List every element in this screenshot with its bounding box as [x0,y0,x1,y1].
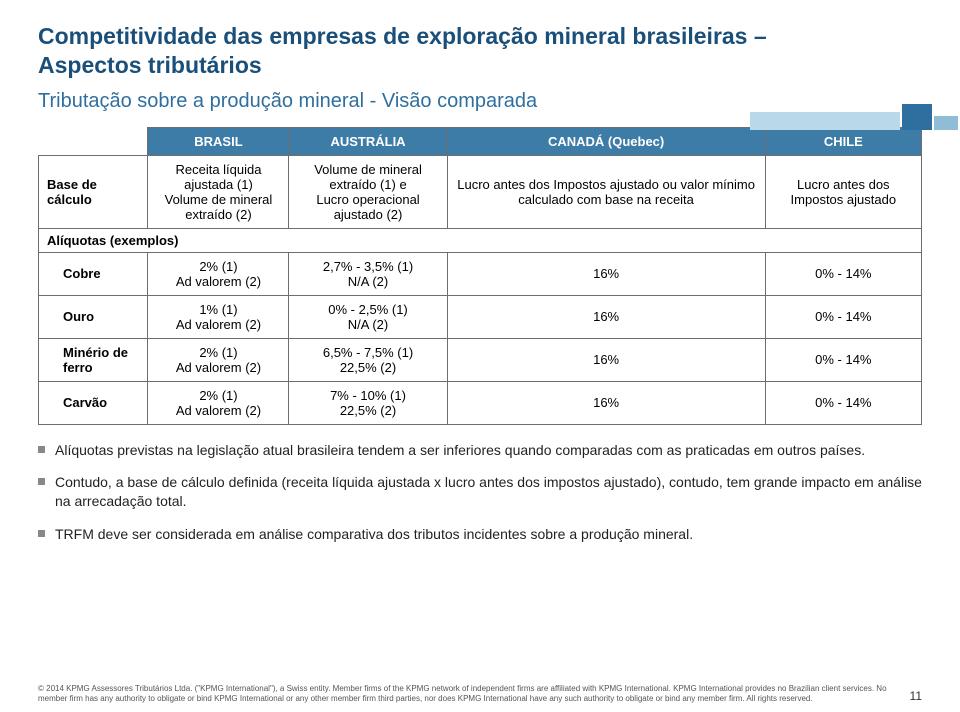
ouro-australia: 0% - 2,5% (1)N/A (2) [289,295,447,338]
title-line1: Competitividade das empresas de exploraç… [38,23,767,49]
bullet-list: Alíquotas previstas na legislação atual … [38,441,922,545]
row-carvao: Carvão 2% (1)Ad valorem (2) 7% - 10% (1)… [39,381,922,424]
disclaimer: © 2014 KPMG Assessores Tributários Ltda.… [38,684,910,704]
ouro-label: Ouro [39,295,148,338]
minerio-label: Minério de ferro [39,338,148,381]
minerio-canada: 16% [447,338,765,381]
aliquotas-label: Alíquotas (exemplos) [39,228,922,252]
row-ouro: Ouro 1% (1)Ad valorem (2) 0% - 2,5% (1)N… [39,295,922,338]
cobre-australia: 2,7% - 3,5% (1)N/A (2) [289,252,447,295]
col-chile: CHILE [765,127,921,155]
carvao-brasil: 2% (1)Ad valorem (2) [148,381,289,424]
carvao-label: Carvão [39,381,148,424]
row-cobre: Cobre 2% (1)Ad valorem (2) 2,7% - 3,5% (… [39,252,922,295]
minerio-australia: 6,5% - 7,5% (1)22,5% (2) [289,338,447,381]
base-label: Base de cálculo [39,155,148,228]
decor-bars [750,98,960,130]
bullet-1-text: Alíquotas previstas na legislação atual … [55,441,922,460]
comparison-table: BRASIL AUSTRÁLIA CANADÁ (Quebec) CHILE B… [38,127,922,425]
bullet-3-text: TRFM deve ser considerada em análise com… [55,525,922,544]
cobre-chile: 0% - 14% [765,252,921,295]
base-calculo-row: Base de cálculo Receita líquida ajustada… [39,155,922,228]
base-brasil: Receita líquida ajustada (1)Volume de mi… [148,155,289,228]
bullet-2: Contudo, a base de cálculo definida (rec… [38,473,922,511]
page-number: 11 [910,689,922,704]
title-line2: Aspectos tributários [38,52,262,78]
cobre-brasil: 2% (1)Ad valorem (2) [148,252,289,295]
col-australia: AUSTRÁLIA [289,127,447,155]
aliquotas-header-row: Alíquotas (exemplos) [39,228,922,252]
carvao-chile: 0% - 14% [765,381,921,424]
cobre-canada: 16% [447,252,765,295]
row-minerio: Minério de ferro 2% (1)Ad valorem (2) 6,… [39,338,922,381]
col-brasil: BRASIL [148,127,289,155]
bullet-icon [38,530,45,537]
bullet-3: TRFM deve ser considerada em análise com… [38,525,922,544]
carvao-canada: 16% [447,381,765,424]
base-chile: Lucro antes dos Impostos ajustado [765,155,921,228]
carvao-australia: 7% - 10% (1)22,5% (2) [289,381,447,424]
cobre-label: Cobre [39,252,148,295]
ouro-canada: 16% [447,295,765,338]
minerio-brasil: 2% (1)Ad valorem (2) [148,338,289,381]
footer: © 2014 KPMG Assessores Tributários Ltda.… [38,684,922,704]
col-canada: CANADÁ (Quebec) [447,127,765,155]
bullet-icon [38,446,45,453]
base-australia: Volume de mineral extraído (1) eLucro op… [289,155,447,228]
ouro-brasil: 1% (1)Ad valorem (2) [148,295,289,338]
ouro-chile: 0% - 14% [765,295,921,338]
bullet-1: Alíquotas previstas na legislação atual … [38,441,922,460]
bullet-icon [38,478,45,485]
slide-title: Competitividade das empresas de exploraç… [38,22,922,80]
table-header-row: BRASIL AUSTRÁLIA CANADÁ (Quebec) CHILE [39,127,922,155]
minerio-chile: 0% - 14% [765,338,921,381]
bullet-2-text: Contudo, a base de cálculo definida (rec… [55,473,922,511]
base-canada: Lucro antes dos Impostos ajustado ou val… [447,155,765,228]
